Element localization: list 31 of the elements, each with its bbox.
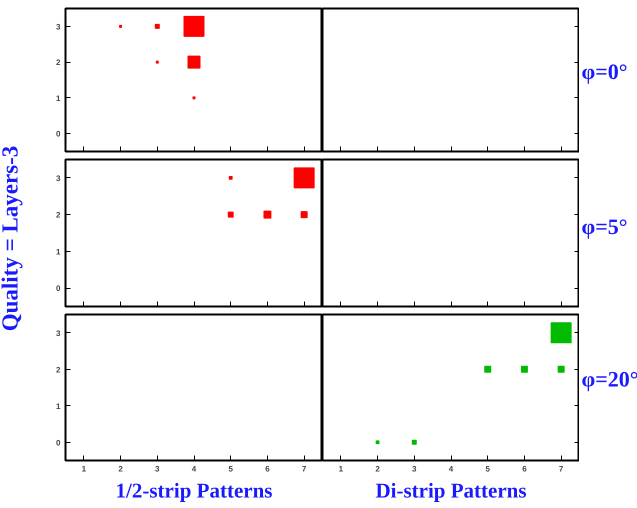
text: φ=0° [582, 59, 628, 84]
x-tick-label: 5 [485, 464, 490, 474]
y-tick-label: 3 [56, 328, 62, 338]
x-tick-label: 7 [302, 464, 307, 474]
y-tick-label: 3 [56, 174, 62, 183]
x-axis-title: Di-strip Patterns [375, 478, 527, 502]
y-tick-label: 0 [56, 284, 62, 294]
x-tick-label: 3 [155, 464, 160, 474]
y-axis-title: Quality = Layers-3 [0, 146, 22, 332]
y-tick-label: 1 [56, 94, 62, 103]
x-tick-label: 2 [118, 464, 124, 474]
x-tick-label: 1 [338, 464, 344, 474]
x-tick-label: 5 [228, 464, 234, 474]
y-tick-label: 1 [56, 402, 62, 411]
y-tick-label: 2 [56, 365, 62, 374]
x-tick-label: 6 [522, 464, 528, 474]
x-tick-label: 4 [192, 464, 197, 474]
x-axis-title: 1/2-strip Patterns [116, 478, 272, 502]
text: φ=5° [582, 214, 628, 239]
x-tick-label: 4 [448, 464, 454, 474]
y-tick-label: 0 [56, 130, 62, 139]
x-tick-label: 6 [265, 464, 270, 474]
x-tick-label: 3 [412, 464, 418, 474]
y-tick-label: 3 [56, 22, 62, 32]
y-tick-label: 0 [56, 438, 62, 448]
y-tick-label: 1 [56, 247, 62, 256]
x-tick-label: 7 [558, 464, 564, 474]
y-tick-label: 2 [56, 58, 62, 68]
x-tick-label: 1 [82, 464, 87, 474]
x-tick-label: 2 [375, 464, 380, 474]
y-tick-label: 2 [56, 210, 62, 220]
